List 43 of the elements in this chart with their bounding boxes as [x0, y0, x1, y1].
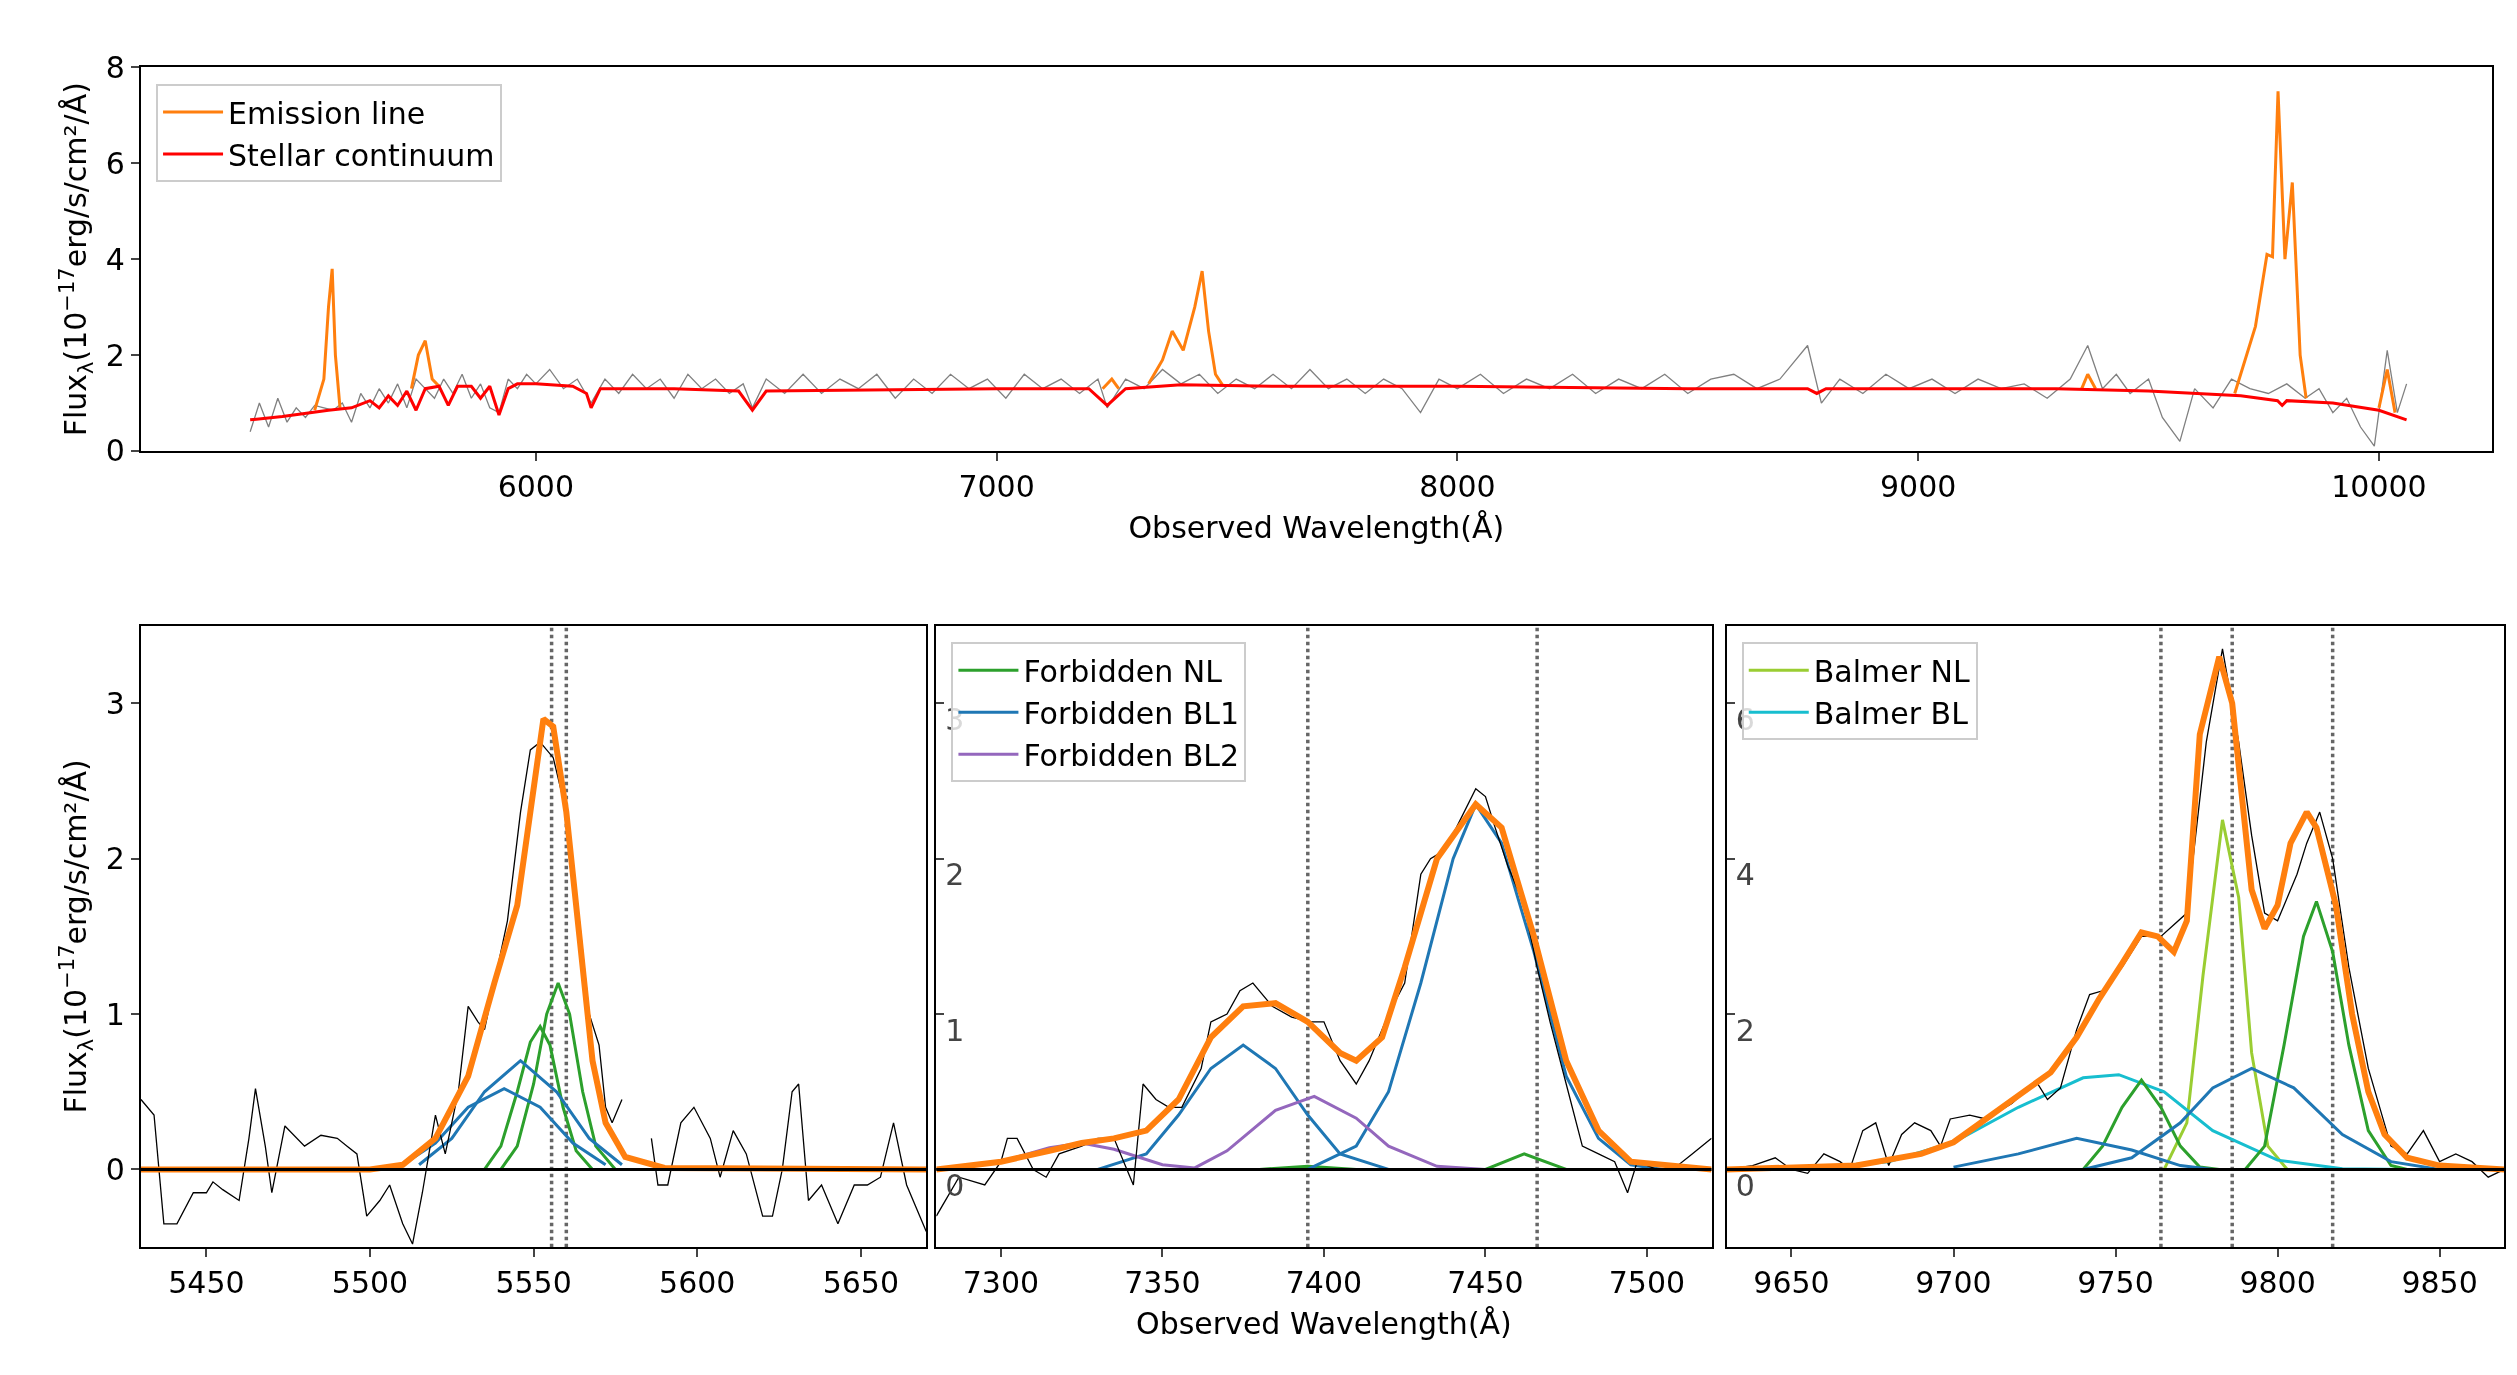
y-tick-label: 4	[105, 241, 125, 277]
legend-label: Stellar continuum	[228, 137, 495, 173]
legend-label: Forbidden BL1	[1023, 695, 1240, 731]
x-tick-label: 7300	[962, 1265, 1040, 1301]
x-tick-label: 7450	[1447, 1265, 1524, 1301]
x-tick-label: 10000	[2331, 469, 2427, 504]
y-tick-label: 6	[105, 145, 125, 181]
y-tick-label: 1	[945, 1012, 965, 1048]
x-tick-label: 5600	[659, 1265, 736, 1301]
y-tick-label: 1	[105, 996, 125, 1032]
x-tick-label: 7350	[1124, 1265, 1201, 1301]
x-tick-label: 5450	[168, 1265, 245, 1301]
x-axis-title: Observed Wavelength(Å)	[1136, 1306, 1512, 1342]
x-axis-title: Observed Wavelength(Å)	[1128, 510, 1505, 545]
x-tick-label: 9800	[2239, 1265, 2316, 1301]
legend-label: Emission line	[228, 95, 426, 131]
x-tick-label: 6000	[497, 469, 575, 504]
y-tick-label: 2	[105, 337, 125, 373]
legend-label: Balmer NL	[1813, 653, 1971, 689]
x-tick-label: 9000	[1879, 469, 1957, 504]
x-tick-label: 9850	[2401, 1265, 2478, 1301]
x-tick-label: 5550	[495, 1265, 572, 1301]
x-tick-label: 5650	[822, 1265, 899, 1301]
y-tick-label: 2	[1735, 1012, 1755, 1048]
x-tick-label: 9650	[1753, 1265, 1830, 1301]
x-tick-label: 5500	[331, 1265, 409, 1301]
y-tick-label: 2	[945, 857, 965, 893]
y-tick-label: 0	[105, 1151, 125, 1187]
y-tick-label: 4	[1735, 857, 1755, 893]
x-tick-label: 9700	[1915, 1265, 1992, 1301]
legend-label: Forbidden NL	[1023, 653, 1223, 689]
y-tick-label: 0	[1735, 1167, 1755, 1203]
y-tick-label: 3	[105, 685, 125, 721]
y-tick-label: 0	[105, 433, 125, 469]
y-tick-label: 2	[105, 841, 125, 877]
x-tick-label: 7000	[958, 469, 1035, 504]
y-tick-label: 8	[105, 49, 125, 85]
x-tick-label: 8000	[1419, 469, 1496, 504]
legend-label: Balmer BL	[1813, 695, 1969, 731]
x-tick-label: 7400	[1285, 1265, 1363, 1301]
x-tick-label: 9750	[2077, 1265, 2154, 1301]
x-tick-label: 7500	[1608, 1265, 1686, 1301]
legend-label: Forbidden BL2	[1023, 737, 1240, 773]
